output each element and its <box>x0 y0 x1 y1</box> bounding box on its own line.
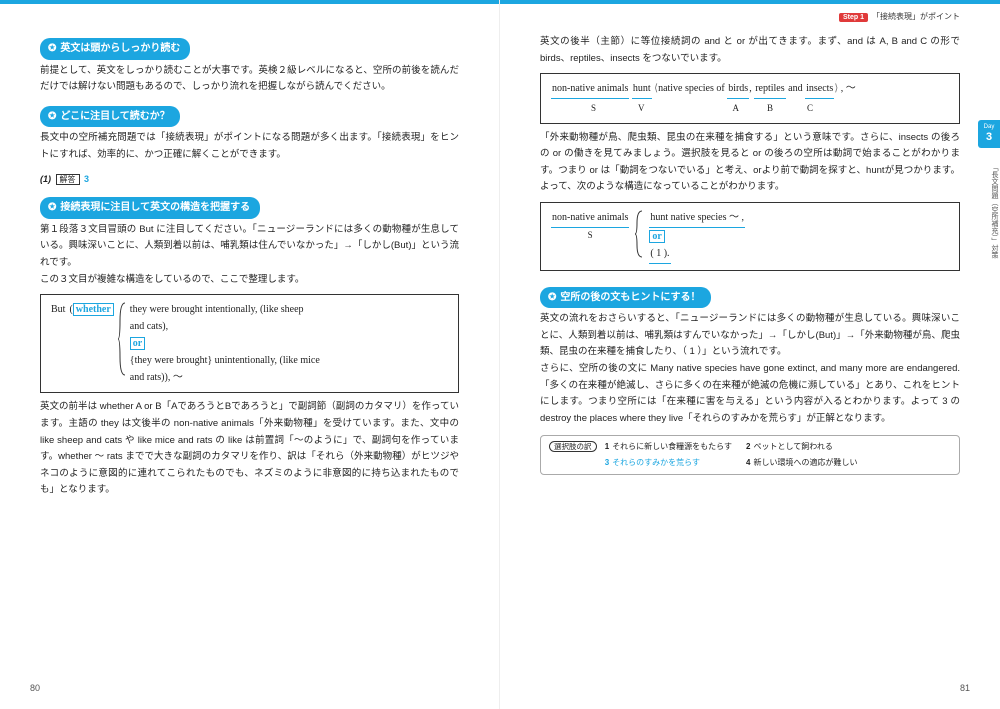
choice-3-correct: 3それらのすみかを荒らす <box>605 456 732 470</box>
section-title: 英文は頭からしっかり読む <box>60 43 180 54</box>
intro-text: 英文の後半（主節）に等位接続詞の and と or が出てきます。まず、and … <box>540 34 960 67</box>
diagram-box-2: non-native animals S hunt native species… <box>540 202 960 271</box>
diagram-line: ( 1 ). <box>649 245 745 264</box>
choice-4: 4新しい環境への適応が難しい <box>746 456 857 470</box>
diagram-labels: S V A B C <box>551 101 949 117</box>
page-header: Step 1 「接続表現」がポイント <box>839 10 960 24</box>
choice-2: 2ペットとして飼われる <box>746 440 857 454</box>
example-box-1: But (whether they were brought intention… <box>40 294 459 393</box>
example-line: {they were brought} unintentionally, (li… <box>130 352 448 369</box>
answer-line: (1) 解答 3 <box>40 172 459 188</box>
choices-label: 選択肢の訳 <box>549 441 597 452</box>
example-line: they were brought intentionally, (like s… <box>130 301 448 318</box>
diagram-subject: non-native animals <box>551 209 629 228</box>
section-body: 英文の流れをおさらいすると、「ニュージーランドには多くの動物種が生息している。興… <box>540 311 960 361</box>
star-icon: ✪ <box>48 111 56 122</box>
example-whether: whether <box>73 303 114 316</box>
brace-icon <box>635 209 643 259</box>
left-page: ✪ 英文は頭からしっかり読む 前提として、英文をしっかり読むことが大事です。英検２… <box>0 0 500 709</box>
section-body: 長文中の空所補充問題では「接続表現」がポイントになる問題が多く出ます。「接続表現… <box>40 130 459 163</box>
section-heading-1: ✪ 英文は頭からしっかり読む <box>40 38 190 60</box>
example-line: and cats), <box>130 318 448 335</box>
star-icon: ✪ <box>48 202 56 213</box>
question-number: (1) <box>40 174 51 184</box>
page-number: 81 <box>960 681 970 697</box>
day-tab: Day 3 <box>978 120 1000 148</box>
body-text: 「外来動物種が鳥、爬虫類、昆虫の在来種を捕食する」という意味です。さらに、ins… <box>540 130 960 197</box>
section-title: 接続表現に注目して英文の構造を把握する <box>60 202 250 213</box>
section-heading-3: ✪ 接続表現に注目して英文の構造を把握する <box>40 197 260 219</box>
section-body: 前提として、英文をしっかり読むことが大事です。英検２級レベルになると、空所の前後… <box>40 63 459 96</box>
answer-number: 3 <box>84 174 89 184</box>
section-title: 空所の後の文もヒントにする！ <box>560 292 700 303</box>
header-text: 「接続表現」がポイント <box>872 12 960 21</box>
diagram-line: hunt native species ～ , <box>649 209 745 228</box>
star-icon: ✪ <box>48 43 56 54</box>
diagram-box-1: non-native animals hunt ⟨native species … <box>540 73 960 123</box>
page-number: 80 <box>30 681 40 697</box>
page-spread: ✪ 英文は頭からしっかり読む 前提として、英文をしっかり読むことが大事です。英検２… <box>0 0 1000 709</box>
section-body: この３文目が複雑な構造をしているので、ここで整理します。 <box>40 272 459 289</box>
example-line: and rats)), ～ <box>130 369 448 386</box>
section-heading-4: ✪ 空所の後の文もヒントにする！ <box>540 287 711 309</box>
section-body: 英文の前半は whether A or B「AであろうとBであろうと」で副詞節（… <box>40 399 459 499</box>
example-but: But <box>51 301 65 318</box>
side-label: 「長文問題（空所補充）」対策 <box>978 160 1000 263</box>
right-page: Step 1 「接続表現」がポイント Day 3 「長文問題（空所補充）」対策 英… <box>500 0 1000 709</box>
star-icon: ✪ <box>548 292 556 303</box>
day-label: Day <box>978 124 1000 131</box>
brace-icon <box>118 301 126 377</box>
section-heading-2: ✪ どこに注目して読むか？ <box>40 106 180 128</box>
example-or: or <box>130 337 145 350</box>
choice-1: 1それらに新しい食糧源をもたらす <box>605 440 732 454</box>
answer-label: 解答 <box>56 174 80 185</box>
choices-box: 選択肢の訳 1それらに新しい食糧源をもたらす 2ペットとして飼われる 3それらの… <box>540 435 960 475</box>
section-title: どこに注目して読むか？ <box>60 111 169 122</box>
step-badge: Step 1 <box>839 13 868 22</box>
diagram-s-label: S <box>551 228 629 244</box>
diagram-or: or <box>649 230 664 243</box>
section-body: 第１段落３文目冒頭の But に注目してください。「ニュージーランドには多くの動… <box>40 222 459 272</box>
diagram-sentence: non-native animals hunt ⟨native species … <box>551 80 949 99</box>
day-number: 3 <box>978 131 1000 144</box>
section-body: さらに、空所の後の文に Many native species have gon… <box>540 361 960 428</box>
